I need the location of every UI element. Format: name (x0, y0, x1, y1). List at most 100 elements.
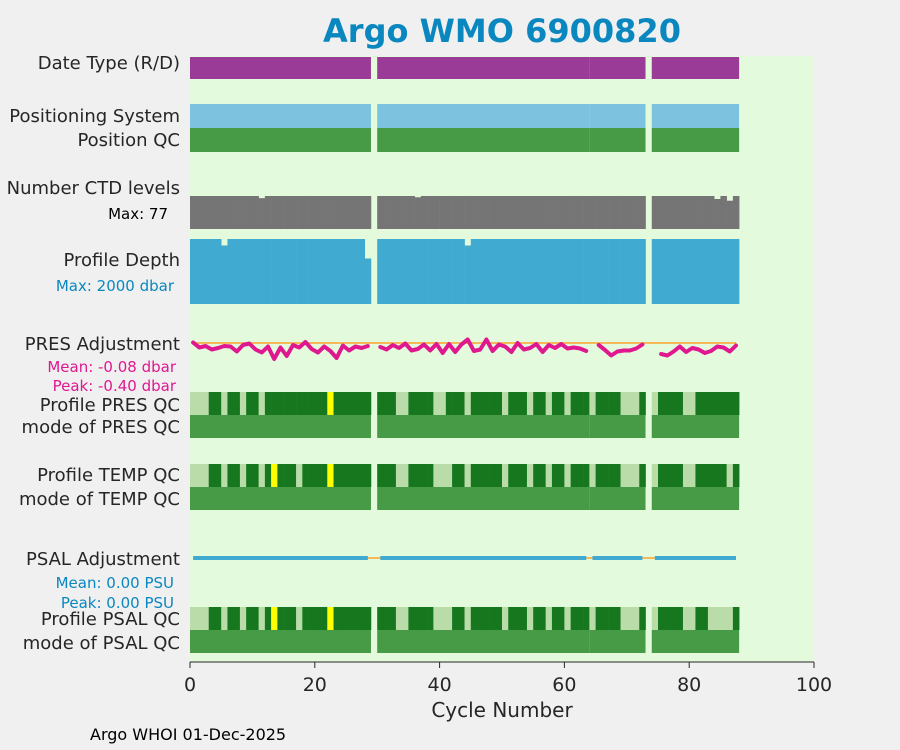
n-levels-bar-cycle-48 (489, 196, 497, 229)
pres-profile-qc-bar-cycle-57 (545, 392, 553, 415)
pres-profile-qc-bar-cycle-40 (439, 392, 447, 415)
psal-profile-qc-bar-cycle-38 (427, 607, 434, 630)
psal-profile-qc-bar-cycle-36 (414, 607, 422, 630)
position-qc-bar-segment-1 (377, 128, 590, 152)
profile-depth-bar-cycle-37 (420, 239, 428, 304)
plot-background (190, 56, 814, 662)
n-levels-bar-cycle-37 (420, 196, 428, 229)
temp-profile-qc-bar-cycle-38 (427, 464, 434, 487)
psal-profile-qc-bar-cycle-79 (682, 607, 690, 630)
n-levels-bar-cycle-67 (608, 196, 615, 229)
temp-profile-qc-bar-cycle-49 (495, 464, 503, 487)
n-levels-bar-cycle-0 (190, 196, 197, 229)
temp-profile-qc-bar-cycle-22 (327, 464, 334, 487)
temp-profile-qc-bar-cycle-32 (389, 464, 397, 487)
n-levels-bar-cycle-42 (452, 196, 459, 229)
pres-profile-qc-bar-cycle-53 (520, 392, 528, 415)
n-levels-bar-cycle-16 (289, 196, 297, 229)
pres-profile-qc-bar-cycle-60 (564, 392, 571, 415)
temp-profile-qc-bar-cycle-59 (558, 464, 565, 487)
psal-profile-qc-bar-cycle-19 (308, 607, 316, 630)
psal-profile-qc-bar-cycle-3 (208, 607, 216, 630)
profile-depth-bar-cycle-43 (458, 239, 465, 304)
label-profile-depth-max: Max: 2000 dbar (56, 277, 175, 295)
psal-profile-qc-bar-cycle-83 (707, 607, 715, 630)
profile-depth-bar-cycle-20 (314, 239, 322, 304)
pres-mode-qc-bar-segment-1 (377, 415, 590, 438)
temp-profile-qc-bar-cycle-62 (576, 464, 584, 487)
psal-profile-qc-bar-cycle-0 (190, 607, 197, 630)
temp-profile-qc-bar-cycle-0 (190, 464, 197, 487)
temp-profile-qc-bar-cycle-37 (420, 464, 428, 487)
profile-depth-bar-cycle-44 (464, 245, 472, 304)
temp-profile-qc-bar-cycle-52 (514, 464, 522, 487)
n-levels-bar-cycle-19 (308, 196, 316, 229)
profile-depth-bar-cycle-1 (196, 239, 203, 304)
pres-profile-qc-bar-cycle-32 (389, 392, 397, 415)
profile-depth-bar-cycle-67 (608, 239, 615, 304)
temp-profile-qc-bar-cycle-55 (533, 464, 540, 487)
psal-profile-qc-bar-cycle-77 (670, 607, 678, 630)
pres-profile-qc-bar-cycle-10 (252, 392, 259, 415)
pres-profile-qc-bar-cycle-14 (277, 392, 284, 415)
pres-profile-qc-bar-cycle-85 (720, 392, 727, 415)
pres-profile-qc-bar-cycle-64 (589, 392, 596, 415)
temp-profile-qc-bar-cycle-30 (377, 464, 384, 487)
profile-depth-bar-cycle-22 (327, 239, 334, 304)
temp-profile-qc-bar-cycle-6 (227, 464, 234, 487)
pres-profile-qc-bar-cycle-35 (408, 392, 415, 415)
label-profile-depth: Profile Depth (63, 250, 180, 271)
temp-profile-qc-bar-cycle-39 (433, 464, 440, 487)
profile-depth-bar-cycle-38 (427, 239, 434, 304)
psal-profile-qc-bar-cycle-15 (283, 607, 291, 630)
n-levels-bar-cycle-23 (333, 196, 341, 229)
n-levels-bar-cycle-7 (233, 196, 241, 229)
n-levels-bar-cycle-28 (364, 196, 372, 229)
psal-profile-qc-bar-cycle-32 (389, 607, 397, 630)
profile-depth-bar-cycle-3 (208, 239, 216, 304)
psal-profile-qc-bar-cycle-59 (558, 607, 565, 630)
positioning-system-bar-segment-2 (589, 104, 646, 128)
pres-profile-qc-bar-cycle-83 (707, 392, 715, 415)
psal-profile-qc-bar-cycle-14 (277, 607, 284, 630)
temp-profile-qc-bar-cycle-23 (333, 464, 341, 487)
psal-profile-qc-bar-cycle-72 (639, 607, 646, 630)
pres-adjustment-line-3 (659, 343, 738, 358)
n-levels-bar-cycle-84 (714, 199, 721, 229)
pres-profile-qc-bar-cycle-59 (558, 392, 565, 415)
temp-profile-qc-bar-cycle-66 (601, 464, 609, 487)
psal-profile-qc-bar-cycle-25 (346, 607, 353, 630)
profile-depth-bar-cycle-25 (346, 239, 353, 304)
pres-profile-qc-bar-cycle-74 (651, 392, 659, 415)
n-levels-bar-cycle-2 (202, 196, 210, 229)
pres-profile-qc-bar-cycle-26 (352, 392, 359, 415)
n-levels-bar-cycle-38 (427, 196, 434, 229)
profile-depth-bar-cycle-74 (651, 239, 659, 304)
temp-profile-qc-bar-cycle-1 (196, 464, 203, 487)
temp-profile-qc-bar-cycle-20 (314, 464, 322, 487)
pres-adjustment-line-0 (191, 340, 370, 361)
temp-profile-qc-bar-cycle-79 (682, 464, 690, 487)
temp-profile-qc-bar-cycle-86 (726, 464, 734, 487)
n-levels-bar-cycle-15 (283, 196, 291, 229)
temp-profile-qc-bar-cycle-13 (271, 464, 278, 487)
profile-depth-bar-cycle-28 (364, 258, 372, 304)
x-axis-label: Cycle Number (431, 698, 573, 722)
profile-depth-bar-cycle-76 (664, 239, 671, 304)
n-levels-bar-cycle-80 (689, 196, 696, 229)
temp-profile-qc-bar-cycle-25 (346, 464, 353, 487)
x-tick-label-20: 20 (303, 674, 327, 696)
psal-profile-qc-bar-cycle-2 (202, 607, 210, 630)
profile-depth-bar-cycle-48 (489, 239, 497, 304)
temp-profile-qc-bar-cycle-65 (595, 464, 603, 487)
profile-depth-bar-cycle-81 (695, 239, 702, 304)
psal-profile-qc-bar-cycle-33 (395, 607, 403, 630)
psal-profile-qc-bar-cycle-34 (402, 607, 409, 630)
pres-profile-qc-bar-cycle-56 (539, 392, 546, 415)
n-levels-bar-cycle-30 (377, 196, 384, 229)
profile-depth-bar-cycle-69 (620, 239, 628, 304)
psal-profile-qc-bar-cycle-82 (701, 607, 709, 630)
profile-depth-bar-cycle-80 (689, 239, 696, 304)
x-tick-label-60: 60 (552, 674, 576, 696)
label-psal-peak: Peak: 0.00 PSU (61, 594, 174, 612)
